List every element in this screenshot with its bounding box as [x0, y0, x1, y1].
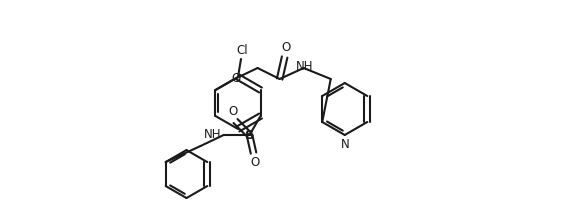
- Text: NH: NH: [296, 60, 314, 73]
- Text: O: O: [231, 72, 240, 84]
- Text: Cl: Cl: [236, 44, 248, 57]
- Text: NH: NH: [204, 128, 222, 141]
- Text: O: O: [228, 105, 237, 118]
- Text: N: N: [341, 138, 350, 151]
- Text: O: O: [250, 156, 259, 169]
- Text: S: S: [245, 128, 254, 142]
- Text: O: O: [281, 41, 290, 54]
